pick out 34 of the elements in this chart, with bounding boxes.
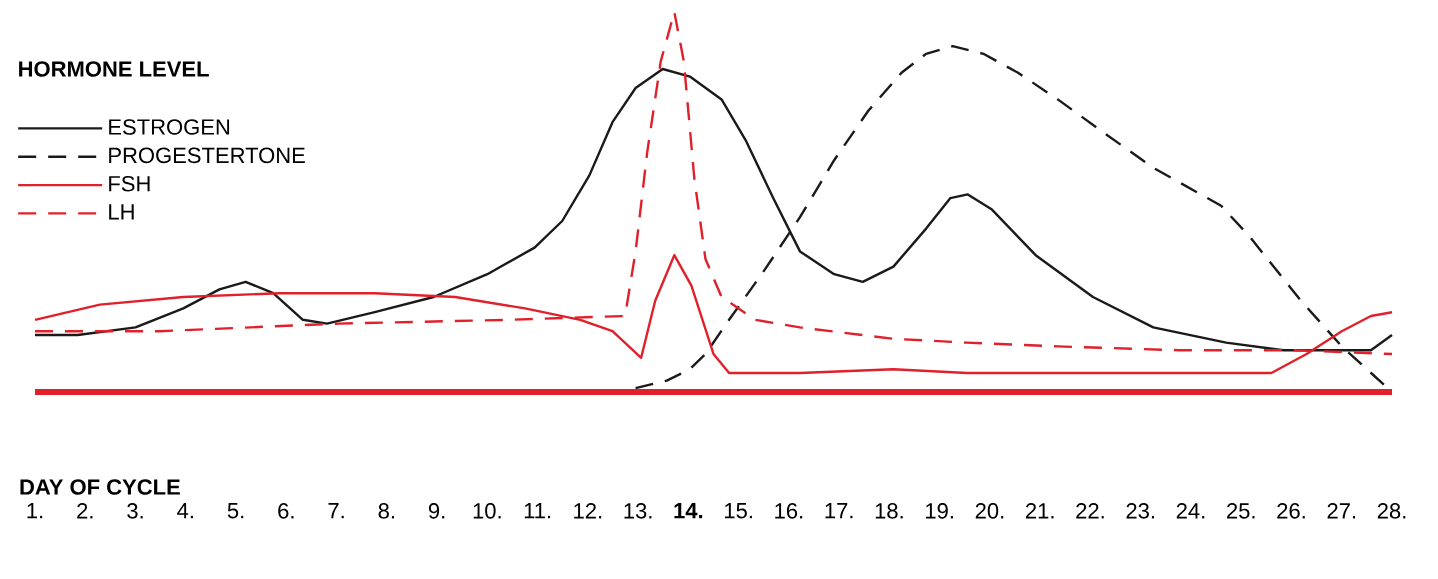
x-tick-label: 7.: [328, 503, 344, 519]
x-tick-label: 23.: [1126, 503, 1154, 519]
x-tick-label: 11.: [524, 503, 551, 519]
legend-label: PROGESTERTONE: [109, 147, 305, 164]
x-tick-label: 1.: [27, 503, 43, 519]
x-tick-label: 10.: [473, 503, 501, 519]
x-tick-label: 24.: [1176, 503, 1205, 519]
x-tick-label: 26.: [1277, 503, 1305, 519]
x-tick-label: 22.: [1076, 503, 1104, 519]
x-tick-label: 14.: [674, 503, 703, 519]
x-tick-label: 18.: [875, 503, 903, 519]
x-tick-label: 3.: [127, 503, 143, 519]
x-tick-label: 27.: [1327, 503, 1356, 519]
x-axis-title: DAY OF CYCLE: [20, 479, 180, 495]
legend-label: LH: [109, 204, 134, 220]
x-tick-label: 12.: [574, 503, 602, 519]
legend-label: FSH: [109, 175, 150, 192]
x-tick-label: 16.: [775, 503, 803, 519]
y-axis-title: HORMONE LEVEL: [19, 61, 209, 77]
x-tick-label: 19.: [926, 503, 953, 519]
x-tick-label: 4.: [177, 503, 193, 519]
x-tick-label: 6.: [278, 503, 294, 519]
legend-label: ESTROGEN: [109, 119, 230, 135]
x-tick-label: 20.: [975, 503, 1004, 519]
x-tick-label: 2.: [77, 503, 93, 519]
x-tick-label: 17.: [825, 503, 853, 519]
x-tick-label: 25.: [1227, 503, 1255, 519]
x-tick-label: 5.: [227, 503, 244, 519]
x-tick-label: 8.: [378, 503, 394, 519]
x-tick-label: 9.: [428, 503, 445, 519]
x-tick-label: 13.: [624, 503, 652, 519]
x-tick-label: 28.: [1377, 503, 1406, 519]
x-tick-label: 15.: [725, 503, 752, 519]
x-tick-label: 21.: [1026, 503, 1054, 519]
